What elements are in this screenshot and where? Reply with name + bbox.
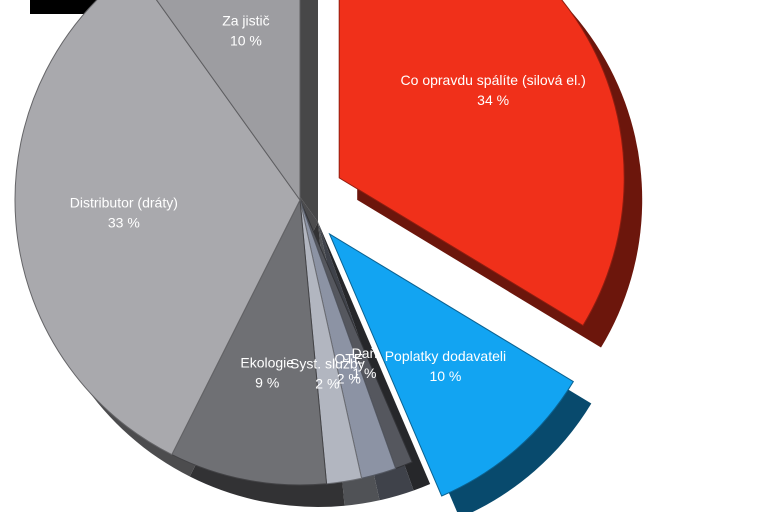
slice-value: 10 %: [230, 32, 262, 48]
slice-label: OTE: [334, 351, 363, 367]
slice-side: [318, 222, 431, 491]
slice-label: Daň: [352, 345, 378, 361]
slice: [14, 0, 301, 456]
slice-label: Syst. služby: [290, 355, 365, 371]
slice-value: 2 %: [315, 375, 339, 391]
slice-label: Ekologie: [240, 354, 294, 370]
slice-value: 1 %: [352, 365, 376, 381]
slice-value: 34 %: [477, 92, 509, 108]
slice-value: 9 %: [255, 374, 279, 390]
slice-value: 10 %: [429, 368, 461, 384]
slice-label: Poplatky dodavateli: [385, 348, 506, 364]
slice: [328, 232, 575, 497]
slice-label: Za jistič: [222, 12, 269, 28]
slice: [171, 198, 328, 486]
slice-label: Co opravdu spálíte (silová el.): [401, 72, 586, 88]
slice: [155, 0, 301, 202]
slice-value: 2 %: [337, 371, 361, 387]
slice-label: Distributor (dráty): [70, 194, 178, 210]
slice: [338, 0, 625, 327]
slice-value: 33 %: [108, 214, 140, 230]
